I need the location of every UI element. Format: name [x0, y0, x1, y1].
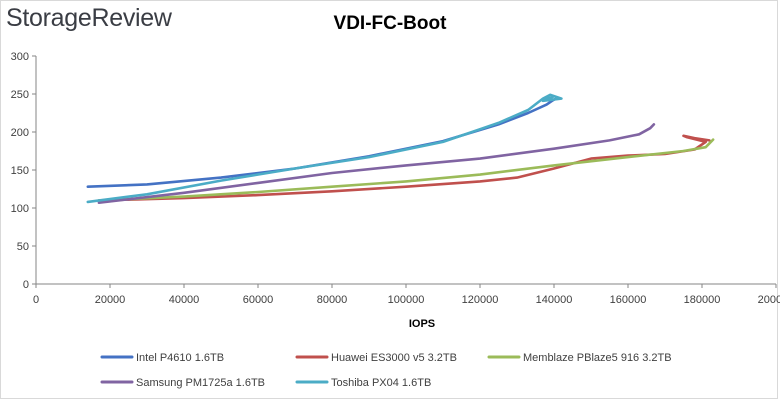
x-tick-label: 60000 — [243, 294, 274, 306]
y-tick-label: 150 — [11, 165, 29, 177]
legend-label-4: Samsung PM1725a 1.6TB — [136, 377, 265, 389]
x-tick-label: 200000 — [758, 294, 780, 306]
series-line-2 — [97, 134, 711, 202]
x-tick-label: 140000 — [536, 294, 573, 306]
plot-area — [86, 93, 715, 204]
legend-label-1: Intel P4610 1.6TB — [136, 352, 224, 364]
y-tick-label: 200 — [11, 127, 29, 139]
x-tick-label: 120000 — [462, 294, 499, 306]
y-tick-label: 250 — [11, 89, 29, 101]
series-line-5 — [86, 93, 563, 204]
brand-logo: StorageReview — [6, 4, 172, 32]
axes: 0 50 100 150 200 250 300 0 20000 40000 60000 80000 1… — [11, 51, 780, 330]
x-tick-label: 20000 — [95, 294, 126, 306]
x-tick-label: 160000 — [610, 294, 647, 306]
legend-label-3: Memblaze PBlaze5 916 3.2TB — [523, 352, 672, 364]
series-line-3 — [97, 138, 715, 202]
x-tick-label: 180000 — [684, 294, 721, 306]
y-tick-label: 100 — [11, 203, 29, 215]
x-tick-label: 40000 — [169, 294, 200, 306]
x-tick-label: 100000 — [388, 294, 425, 306]
y-tick-label: 300 — [11, 51, 29, 63]
x-tick-label: 0 — [33, 294, 39, 306]
chart-title: VDI-FC-Boot — [333, 13, 447, 34]
y-tick-label: 50 — [17, 241, 29, 253]
y-tick-label: 0 — [23, 279, 29, 291]
legend-label-2: Huawei ES3000 v5 3.2TB — [331, 352, 457, 364]
series-line-4 — [97, 123, 656, 204]
legend-label-5: Toshiba PX04 1.6TB — [331, 377, 431, 389]
x-tick-label: 80000 — [317, 294, 348, 306]
x-axis-title: IOPS — [409, 318, 435, 330]
legend: Intel P4610 1.6TB Huawei ES3000 v5 3.2TB M… — [100, 352, 672, 389]
